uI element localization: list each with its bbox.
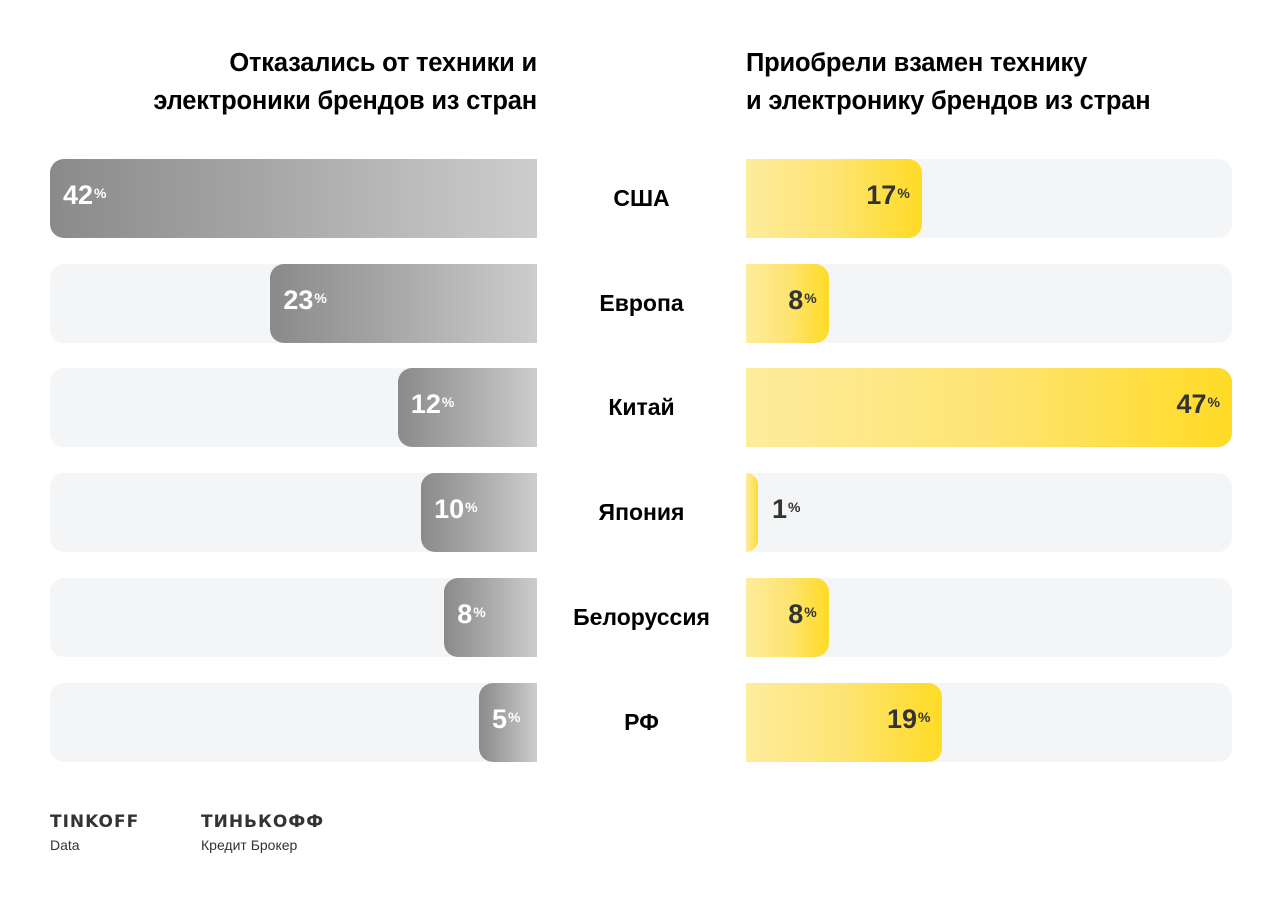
left-bar-track: 5% bbox=[50, 682, 537, 762]
right-bar: 17% bbox=[746, 159, 922, 238]
credit-broker-subtitle: Кредит Брокер bbox=[201, 837, 298, 853]
value-number: 42 bbox=[63, 180, 94, 210]
left-bar: 8% bbox=[444, 577, 537, 657]
country-label: Европа bbox=[599, 289, 684, 316]
left-bar: 42% bbox=[50, 159, 537, 238]
left-bar-track: 12% bbox=[50, 368, 537, 448]
right-bar-track: 17% bbox=[746, 159, 1232, 238]
left-bar-track: 42% bbox=[50, 159, 537, 238]
left-bar: 12% bbox=[397, 368, 537, 448]
tinkoff-ru-brand-text: ТИНЬКОФФ bbox=[201, 812, 325, 832]
percent-sign: % bbox=[1207, 394, 1220, 411]
left-bar-value-label: 10% bbox=[434, 491, 478, 527]
value-number: 17 bbox=[866, 180, 897, 210]
right-bar-value-label: 8% bbox=[788, 596, 816, 632]
left-bar-value-label: 8% bbox=[457, 596, 485, 632]
value-number: 23 bbox=[283, 284, 314, 315]
left-title-line-2: электроники брендов из стран bbox=[153, 87, 537, 115]
percent-sign: % bbox=[788, 499, 801, 516]
value-number: 10 bbox=[434, 494, 465, 525]
value-number: 47 bbox=[1176, 389, 1207, 420]
value-number: 8 bbox=[457, 598, 473, 629]
right-chart-title: Приобрели взамен технику и электронику б… bbox=[746, 44, 1266, 120]
percent-sign: % bbox=[465, 499, 478, 516]
left-bar: 23% bbox=[270, 263, 537, 343]
right-title-line-1: Приобрели взамен технику bbox=[746, 49, 1088, 77]
percent-sign: % bbox=[473, 603, 486, 620]
right-bar-value-label: 19% bbox=[887, 701, 931, 737]
value-number: 8 bbox=[788, 284, 804, 315]
value-number: 12 bbox=[410, 389, 441, 420]
right-bar: 19% bbox=[746, 682, 943, 762]
right-bar: 47% bbox=[746, 368, 1232, 448]
right-bar bbox=[746, 473, 758, 553]
left-bar-track: 8% bbox=[50, 577, 537, 657]
percent-sign: % bbox=[441, 394, 455, 411]
right-bar: 8% bbox=[746, 263, 829, 343]
left-bar: 5% bbox=[479, 682, 537, 762]
country-label: США bbox=[613, 185, 670, 211]
tinkoff-data-logo: TINKOFF Data bbox=[50, 812, 139, 853]
percent-sign: % bbox=[804, 289, 817, 306]
right-bar-value-label: 1% bbox=[772, 491, 800, 527]
percent-sign: % bbox=[897, 185, 910, 201]
left-bar-value-label: 5% bbox=[492, 701, 520, 737]
country-label: Белоруссия bbox=[573, 603, 710, 630]
left-bar-value-label: 42% bbox=[63, 177, 107, 213]
tinkoff-credit-broker-logo: ТИНЬКОФФ Кредит Брокер bbox=[201, 812, 324, 853]
country-label: Китай bbox=[608, 394, 675, 421]
right-bar-track: 47% bbox=[746, 368, 1232, 448]
left-bar-track: 23% bbox=[50, 263, 537, 343]
right-bar-value-label: 8% bbox=[788, 282, 816, 318]
country-label: Япония bbox=[598, 499, 685, 526]
left-title-line-1: Отказались от техники и bbox=[229, 49, 537, 77]
percent-sign: % bbox=[314, 289, 327, 306]
right-bar-track: 8% bbox=[746, 577, 1232, 657]
left-bar-track: 10% bbox=[50, 473, 537, 553]
value-number: 8 bbox=[788, 598, 804, 629]
country-label: РФ bbox=[624, 708, 659, 735]
percent-sign: % bbox=[804, 603, 817, 620]
left-chart-title: Отказались от техники и электроники брен… bbox=[17, 44, 537, 120]
tinkoff-data-subtitle: Data bbox=[50, 837, 80, 853]
right-bar-track: 1% bbox=[746, 473, 1232, 553]
left-bar: 10% bbox=[421, 473, 537, 553]
percent-sign: % bbox=[918, 708, 931, 725]
right-bar: 8% bbox=[746, 577, 829, 657]
percent-sign: % bbox=[508, 708, 521, 725]
right-bar-value-label: 47% bbox=[1177, 386, 1221, 422]
left-bar-value-label: 12% bbox=[411, 386, 455, 422]
value-number: 5 bbox=[492, 703, 508, 734]
right-bar-value-label: 17% bbox=[866, 177, 910, 213]
tinkoff-brand-text: TINKOFF bbox=[50, 812, 140, 832]
left-bar-value-label: 23% bbox=[283, 282, 327, 318]
value-number: 1 bbox=[772, 494, 788, 525]
percent-sign: % bbox=[94, 185, 107, 201]
right-bar-track: 8% bbox=[746, 263, 1232, 343]
right-bar-track: 19% bbox=[746, 682, 1232, 762]
right-title-line-2: и электронику брендов из стран bbox=[746, 87, 1151, 115]
value-number: 19 bbox=[886, 703, 917, 734]
